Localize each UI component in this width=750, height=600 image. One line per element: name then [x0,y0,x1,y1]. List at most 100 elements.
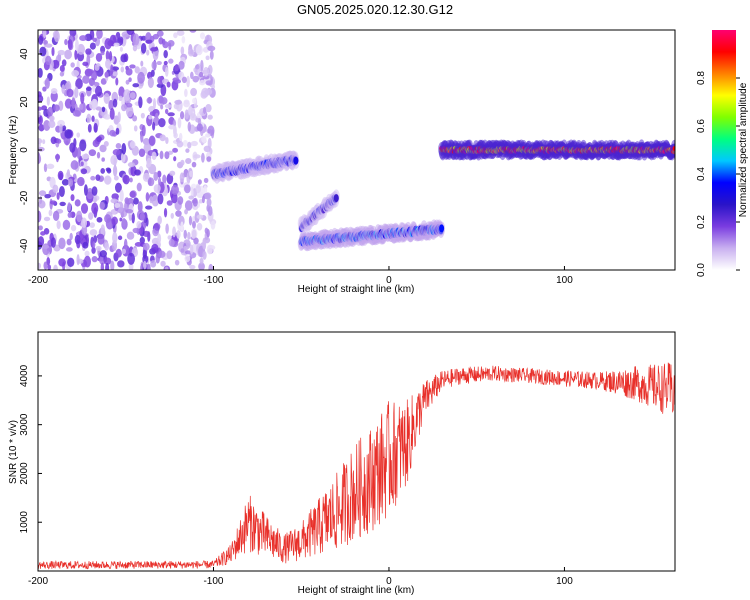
heatmap-cell [89,222,95,229]
heatmap-cell [103,257,112,265]
heatmap-cell [156,61,162,66]
heatmap-cell [47,106,54,117]
heatmap-cell [52,184,59,194]
heatmap-cell [168,124,176,130]
snr-y-tick-label: 2000 [19,462,30,485]
heatmap-cell [192,97,197,104]
heatmap-cell [77,176,85,187]
heatmap-cell [74,234,81,245]
heatmap-cell [48,120,56,129]
heatmap-cell [46,163,55,169]
heatmap-cell [67,38,73,50]
heatmap-cell [96,136,102,143]
heatmap-cell [172,119,177,127]
heatmap-cell [83,184,88,196]
heatmap-cell [47,264,52,270]
heatmap-cell [204,227,209,234]
heatmap-cell [151,243,159,253]
heatmap-cell [187,48,195,57]
heatmap-cell [52,210,60,221]
heatmap-cell [119,189,124,202]
heatmap-cell [66,169,71,178]
heatmap-cell [106,168,112,174]
heatmap-y-tick-label: 0 [19,147,30,153]
heatmap-cell [61,84,66,94]
heatmap-cell [178,60,185,70]
heatmap-cell [132,83,140,88]
heatmap-cell [158,250,166,258]
heatmap-cell [206,156,212,162]
heatmap-cell [439,224,445,233]
heatmap-cell [76,132,81,138]
heatmap-cell [174,63,179,72]
heatmap-cell [61,59,67,67]
heatmap-cell [39,196,43,205]
heatmap-cell [91,202,99,215]
heatmap-cell [134,169,141,176]
heatmap-cell [153,184,161,194]
heatmap-cell [39,46,47,57]
heatmap-cell [96,151,101,159]
heatmap-cell [92,197,97,203]
heatmap-cell [76,147,81,160]
heatmap-cell [100,224,106,237]
heatmap-cell [96,216,103,223]
heatmap-cell [45,55,52,66]
heatmap-cell [112,149,121,156]
heatmap-cell [95,106,102,111]
heatmap-cell [103,93,110,105]
heatmap-cell [160,104,164,110]
heatmap-cell [132,227,140,234]
heatmap-cell [189,264,196,270]
snr-x-tick-label: -100 [203,576,223,587]
heatmap-cell [163,207,168,218]
heatmap-cell [100,45,106,54]
heatmap-cell [111,66,120,71]
snr-x-axis-label: Height of straight line (km) [298,585,415,596]
heatmap-cell [38,124,45,132]
heatmap-cell [43,216,51,222]
heatmap-cell [95,52,103,62]
heatmap-cell [38,210,42,223]
heatmap-cell [58,237,66,250]
heatmap-cell [38,236,45,247]
heatmap-cell [133,125,138,132]
snr-y-tick-label: 4000 [19,364,30,387]
heatmap-cell [50,88,58,95]
heatmap-cell [184,88,188,98]
snr-x-ticks: -200 -100 0 100 [28,567,573,587]
heatmap-cell [64,129,73,139]
heatmap-cell [196,214,204,219]
heatmap-cell [94,64,100,71]
heatmap-cell [118,86,125,98]
heatmap-cell [79,139,87,152]
heatmap-cell [145,39,153,44]
heatmap-cell [191,229,197,239]
heatmap-cell [104,214,112,224]
heatmap-cell [168,58,174,64]
heatmap-cell [149,111,157,117]
heatmap-cell [117,235,123,241]
heatmap-cell [164,108,169,115]
heatmap-cell [187,141,192,149]
heatmap-cell [147,177,155,187]
heatmap-cell [293,156,299,165]
heatmap-cell [151,151,157,160]
heatmap-y-ticks: -40 -20 0 20 40 [19,48,42,253]
heatmap-cell [95,245,102,251]
heatmap-cell [112,232,118,244]
heatmap-cell [132,33,140,46]
heatmap-cell [79,103,84,110]
heatmap-cell [110,155,118,166]
heatmap-cell [132,115,138,122]
heatmap-cell [207,45,216,52]
heatmap-cell [165,223,169,234]
heatmap-cell [188,215,193,226]
heatmap-cell [129,140,136,149]
heatmap-cell [114,182,122,193]
heatmap-cell [143,260,147,270]
heatmap-cell [100,168,106,174]
heatmap-cell [146,263,151,270]
heatmap-cell [127,252,135,265]
heatmap-cell [76,254,80,266]
